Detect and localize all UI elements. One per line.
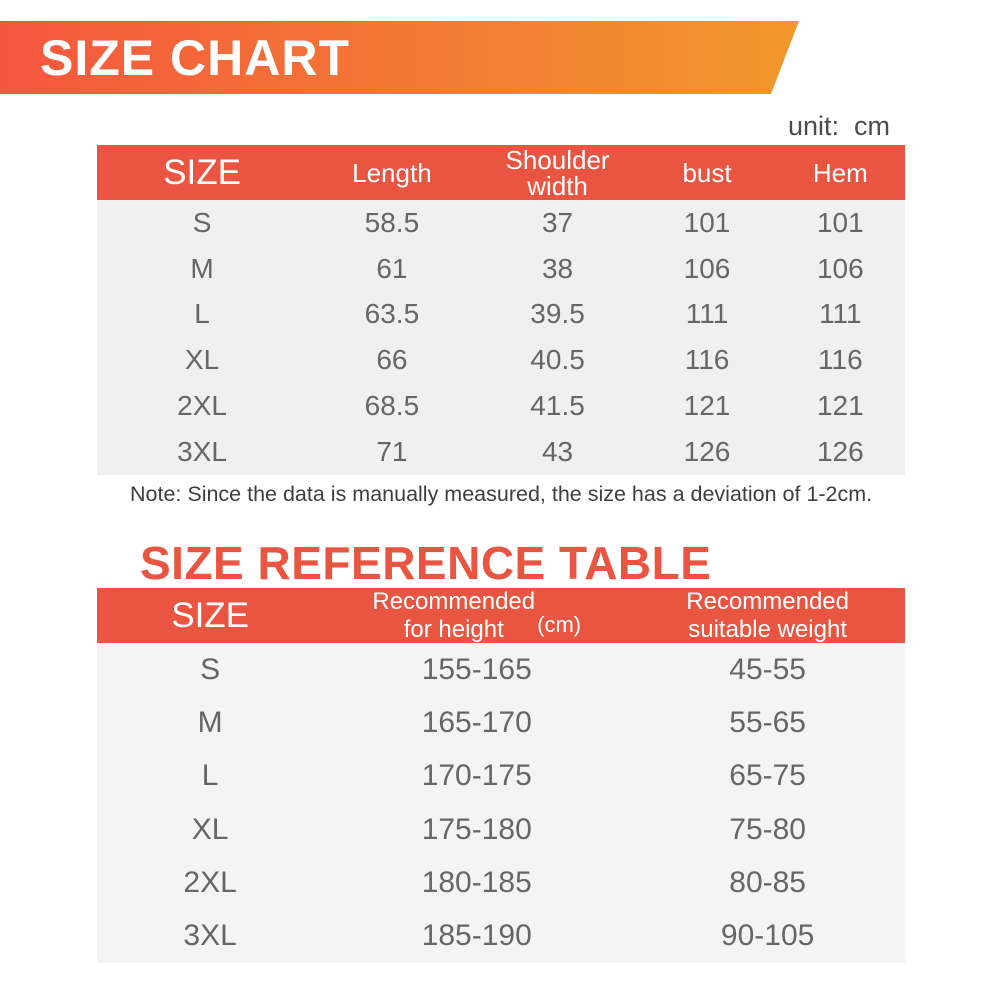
- header-row: SIZE Length Shoulder width bust Hem: [97, 145, 905, 200]
- column-header-height: Recommended for height (cm): [323, 588, 630, 643]
- table-cell: 3XL: [177, 435, 227, 467]
- table-cell: 155-165: [421, 652, 532, 686]
- table-cell: 185-190: [421, 919, 532, 953]
- table-cell: 2XL: [177, 390, 227, 422]
- column-header-weight: Recommended suitable weight: [630, 588, 905, 643]
- header-row: SIZE Recommended for height (cm) Recomme…: [97, 588, 905, 644]
- table-cell: 43: [541, 435, 574, 467]
- table-cell: 37: [541, 206, 574, 238]
- cm-unit-label: (cm): [537, 611, 582, 637]
- table-cell: 39.5: [530, 298, 585, 330]
- table-row: 2XL 180-185 80-85: [97, 856, 905, 909]
- table-cell: 126: [816, 435, 864, 467]
- reference-table: SIZE Recommended for height (cm) Recomme…: [97, 588, 905, 963]
- table-row: M 165-170 55-65: [97, 696, 905, 749]
- reference-table-body: S 155-165 45-55 M 165-170 55-65 L 170-175 65-75 X…: [97, 643, 905, 963]
- reference-table-heading: SIZE REFERENCE TABLE: [140, 537, 712, 589]
- height-header-line1: Recommended: [372, 588, 536, 615]
- table-cell: XL: [191, 812, 229, 846]
- table-cell: 38: [541, 252, 574, 284]
- table-cell: 111: [685, 298, 729, 330]
- size-chart-table: SIZE Length Shoulder width bust Hem S 58.…: [97, 145, 905, 475]
- table-cell: 180-185: [421, 866, 532, 900]
- table-cell: S: [192, 206, 212, 238]
- table-cell: 106: [683, 252, 731, 284]
- page-title: SIZE CHART: [40, 29, 350, 86]
- weight-header-line2: suitable weight: [688, 615, 847, 643]
- table-cell: 45-55: [729, 652, 806, 686]
- table-cell: M: [197, 706, 223, 740]
- table-cell: 68.5: [364, 390, 420, 422]
- table-row: L 170-175 65-75: [97, 750, 905, 803]
- column-header-size: SIZE: [163, 153, 241, 192]
- table-row: S 58.5 37 101 101: [97, 200, 905, 246]
- title-banner: SIZE CHART: [0, 21, 799, 94]
- table-cell: 126: [683, 435, 731, 467]
- table-cell: 40.5: [530, 344, 585, 376]
- column-header-shoulder-width: Shoulder width: [505, 144, 610, 201]
- height-header-line2: for height: [403, 615, 504, 643]
- table-row: XL 175-180 75-80: [97, 803, 905, 856]
- table-cell: 55-65: [729, 706, 806, 740]
- table-row: XL 66 40.5 116 116: [97, 337, 905, 383]
- table-row: 2XL 68.5 41.5 121 121: [97, 383, 905, 429]
- measurement-note: Note: Since the data is manually measure…: [130, 482, 873, 506]
- table-cell: 121: [816, 390, 864, 422]
- table-row: L 63.5 39.5 111 111: [97, 292, 905, 338]
- table-cell: 66: [376, 344, 408, 376]
- table-cell: 61: [376, 252, 408, 284]
- table-cell: 175-180: [421, 812, 532, 846]
- table-cell: L: [201, 759, 219, 793]
- table-cell: 41.5: [530, 390, 585, 422]
- table-cell: 106: [816, 252, 864, 284]
- column-header-hem: Hem: [812, 157, 868, 188]
- table-cell: 121: [683, 390, 731, 422]
- table-cell: L: [194, 298, 210, 330]
- table-cell: 75-80: [729, 812, 806, 846]
- table-row: 3XL 185-190 90-105: [97, 910, 905, 963]
- column-header-bust: bust: [682, 157, 732, 188]
- table-cell: S: [200, 652, 221, 686]
- table-row: M 61 38 106 106: [97, 246, 905, 292]
- reference-table-header: SIZE Recommended for height (cm) Recomme…: [97, 588, 905, 644]
- table-cell: M: [190, 252, 214, 284]
- size-chart-table-body: S 58.5 37 101 101 M 61 38 106 106 L 63.5 39.5 111 111 X…: [97, 200, 905, 475]
- column-header-size: SIZE: [171, 595, 250, 635]
- table-cell: 116: [818, 344, 863, 376]
- unit-label: unit: cm: [787, 111, 890, 141]
- table-cell: 3XL: [183, 919, 237, 953]
- table-cell: 80-85: [729, 866, 806, 900]
- table-cell: 101: [816, 206, 864, 238]
- column-header-length: Length: [352, 157, 432, 188]
- table-cell: 116: [684, 344, 730, 376]
- table-cell: 101: [683, 206, 731, 238]
- table-cell: 63.5: [364, 298, 420, 330]
- size-chart-table-header: SIZE Length Shoulder width bust Hem: [97, 145, 905, 200]
- table-cell: 58.5: [364, 206, 420, 238]
- table-cell: 65-75: [729, 759, 806, 793]
- table-row: 3XL 71 43 126 126: [97, 429, 905, 475]
- table-row: S 155-165 45-55: [97, 643, 905, 696]
- table-cell: 111: [819, 298, 862, 330]
- table-cell: 165-170: [421, 706, 532, 740]
- table-cell: 71: [376, 435, 408, 467]
- table-cell: 2XL: [183, 866, 237, 900]
- table-cell: 170-175: [421, 759, 532, 793]
- table-cell: XL: [184, 344, 220, 376]
- table-cell: 90-105: [720, 919, 815, 953]
- weight-header-line1: Recommended: [686, 588, 849, 615]
